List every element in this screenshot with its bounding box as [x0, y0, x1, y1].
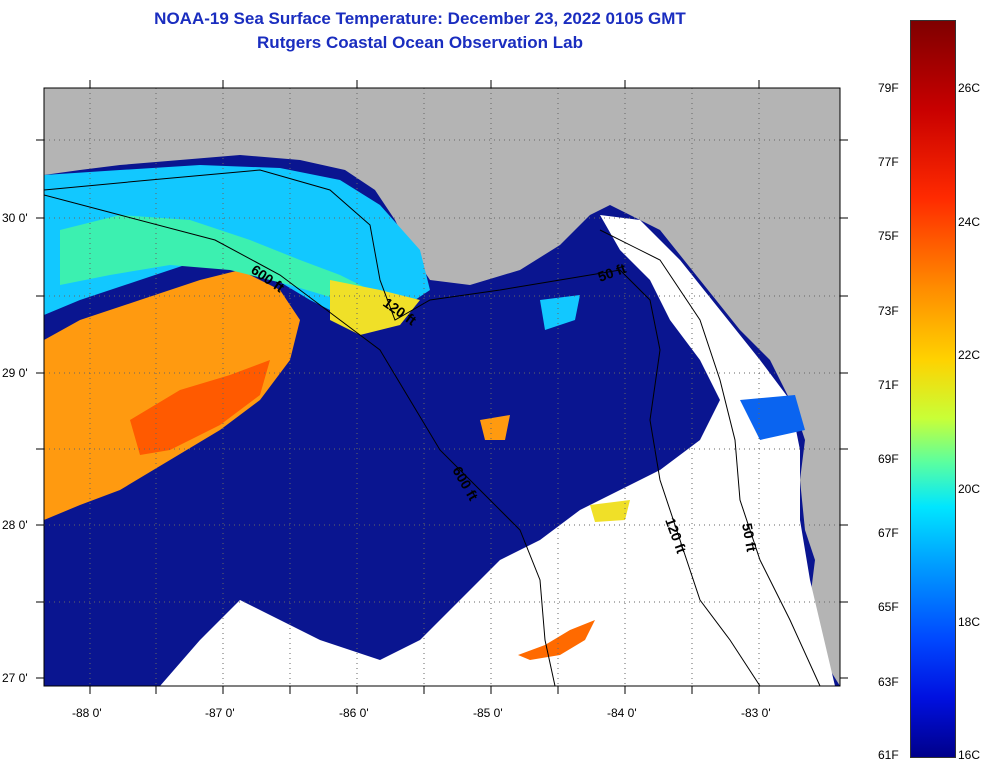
lon-label: -85 0' — [473, 706, 503, 720]
colorbar-f-label: 79F — [878, 81, 899, 95]
temperature-colorbar — [910, 20, 956, 758]
colorbar-c-label: 16C — [958, 748, 981, 762]
colorbar-c-label: 20C — [958, 482, 981, 496]
colorbar-f-label: 77F — [878, 155, 899, 169]
axis-ticks — [36, 80, 848, 694]
nearshore-green-band — [60, 215, 380, 300]
colorbar-f-label: 61F — [878, 748, 899, 762]
colorbar-f-label: 75F — [878, 229, 899, 243]
lon-label: -83 0' — [741, 706, 771, 720]
lon-label: -87 0' — [205, 706, 235, 720]
colorbar-c-label: 18C — [958, 615, 981, 629]
speckle-patch — [480, 415, 510, 440]
plot-frame — [43, 87, 841, 687]
lat-label: 28 0' — [2, 518, 28, 532]
warmest-water-area — [130, 360, 270, 455]
lat-label: 27 0' — [2, 671, 28, 685]
lon-label: -86 0' — [339, 706, 369, 720]
lat-label: 30 0' — [2, 211, 28, 225]
colorbar-f-label: 65F — [878, 600, 899, 614]
nearshore-yellow-band — [330, 280, 420, 335]
colorbar-f-label: 69F — [878, 452, 899, 466]
cloud-area — [160, 215, 835, 686]
colorbar-f-label: 63F — [878, 675, 899, 689]
contour-600ft-line — [44, 194, 556, 686]
contour-label: 50 ft — [739, 522, 760, 553]
colorbar-c-label: 22C — [958, 348, 981, 362]
speckle-patch — [590, 500, 630, 522]
lon-label: -84 0' — [607, 706, 637, 720]
contour-120ft-line — [44, 169, 761, 686]
colorbar-c-label: 26C — [958, 81, 981, 95]
land-area — [44, 88, 840, 686]
colorbar-c-label: 24C — [958, 215, 981, 229]
colorbar-f-label: 67F — [878, 526, 899, 540]
lat-label: 29 0' — [2, 366, 28, 380]
hot-spot — [518, 620, 595, 660]
contour-50ft-line — [599, 229, 821, 686]
colorbar-f-label: 73F — [878, 304, 899, 318]
map-subtitle: Rutgers Coastal Ocean Observation Lab — [257, 33, 583, 52]
speckle-patch — [540, 295, 580, 330]
colorbar-f-label: 71F — [878, 378, 899, 392]
map-title: NOAA-19 Sea Surface Temperature: Decembe… — [154, 9, 686, 28]
speckle-patch — [740, 395, 805, 440]
lon-label: -88 0' — [72, 706, 102, 720]
